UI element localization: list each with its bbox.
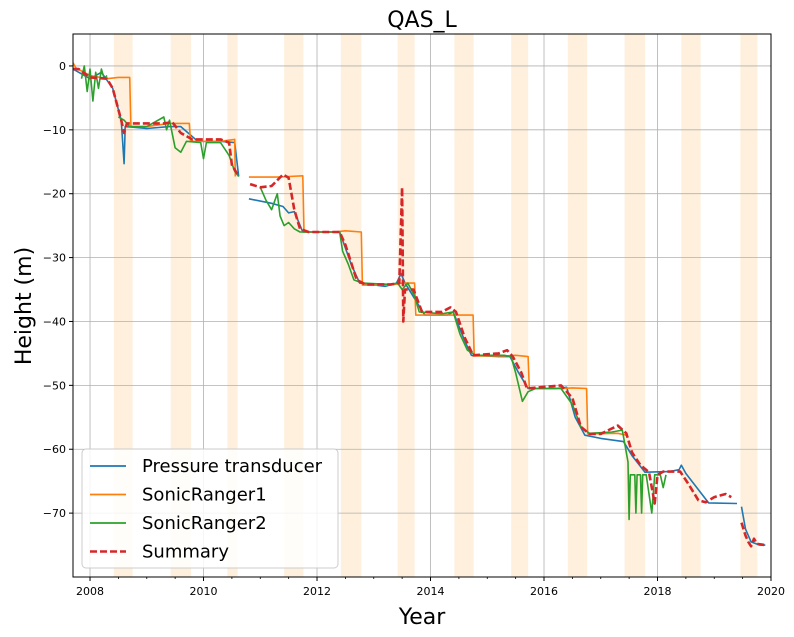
shaded-period-0	[113, 34, 133, 577]
y-tick-label: 0	[59, 60, 66, 73]
legend: Pressure transducer SonicRanger1 SonicRang…	[81, 448, 339, 569]
legend-box	[81, 448, 339, 569]
plot-frame	[72, 33, 772, 578]
shaded-period-7	[511, 34, 529, 577]
shaded-period-4	[340, 34, 362, 577]
series-2-line	[118, 116, 240, 177]
shaded-period-11	[740, 34, 758, 577]
legend-label-3: Summary	[142, 542, 229, 563]
y-tick-label: −40	[43, 315, 66, 328]
y-tick-label: −10	[43, 124, 66, 137]
shaded-period-2	[227, 34, 238, 577]
y-tick-label: −20	[43, 188, 66, 201]
shaded-period-10	[681, 34, 701, 577]
series-3-line	[73, 67, 240, 178]
y-tick-label: −30	[43, 252, 66, 265]
x-tick-label: 2016	[530, 585, 558, 598]
series-lines	[72, 62, 766, 548]
shaded-period-1	[170, 34, 192, 577]
axis-ticks: 2008 2010 2012 2014 2016 2018 2020 0 −10 −20 −30 −4…	[43, 60, 785, 598]
chart-title: QAS_L	[387, 8, 457, 33]
series-3-line	[249, 173, 732, 505]
x-axis-label: Year	[398, 605, 447, 630]
shaded-periods	[113, 34, 758, 577]
series-3-line	[740, 522, 766, 548]
shaded-period-8	[567, 34, 588, 577]
shaded-period-3	[284, 34, 304, 577]
y-tick-label: −50	[43, 379, 66, 392]
legend-label-2: SonicRanger2	[142, 513, 267, 534]
x-tick-label: 2020	[757, 585, 785, 598]
x-tick-label: 2008	[76, 585, 104, 598]
series-2-line	[80, 65, 108, 102]
x-tick-label: 2012	[303, 585, 331, 598]
y-axis-label: Height (m)	[12, 247, 37, 365]
shaded-period-5	[397, 34, 415, 577]
x-tick-label: 2018	[644, 585, 672, 598]
legend-label-1: SonicRanger1	[142, 485, 267, 506]
y-tick-label: −70	[43, 507, 66, 520]
shaded-period-6	[454, 34, 474, 577]
legend-label-0: Pressure transducer	[142, 456, 323, 477]
y-tick-label: −60	[43, 443, 66, 456]
x-tick-label: 2010	[190, 585, 218, 598]
x-tick-label: 2014	[417, 585, 445, 598]
